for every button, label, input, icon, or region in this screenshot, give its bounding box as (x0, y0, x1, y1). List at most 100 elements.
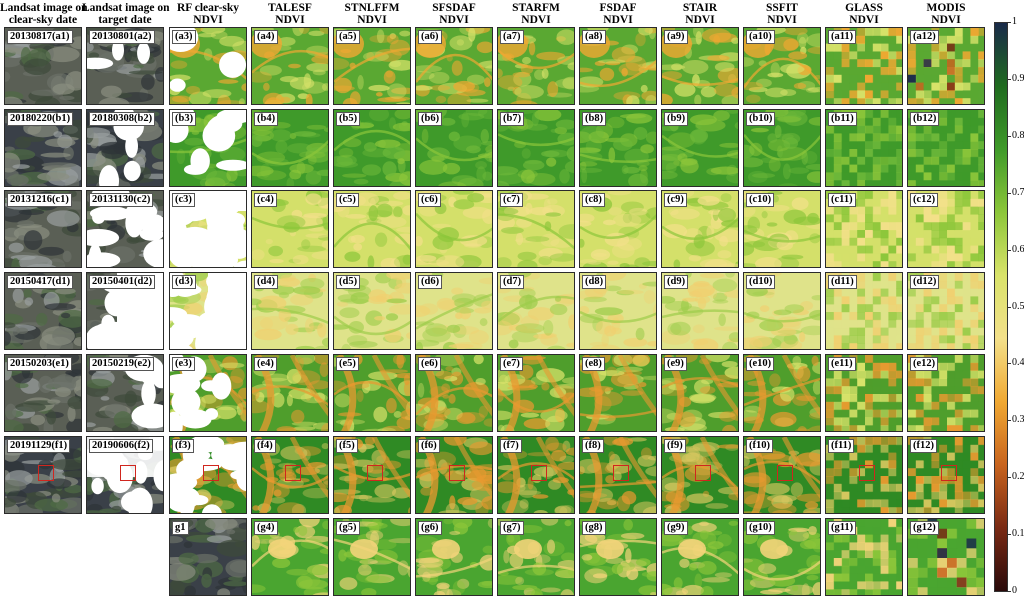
panel-label: (b10) (746, 112, 776, 126)
image-panel: (g11) (825, 518, 903, 596)
ndvi-colorbar (994, 22, 1008, 592)
panel-label: (a4) (254, 30, 278, 44)
panel-image (252, 519, 328, 595)
panel-image (416, 437, 492, 513)
panel-label: (d11) (828, 275, 857, 289)
region-of-interest-box (449, 465, 465, 481)
panel-label: (e12) (910, 357, 939, 371)
image-panel: (c9) (661, 190, 739, 268)
panel-label: (a5) (336, 30, 360, 44)
panel-label: (g10) (746, 521, 775, 535)
image-panel: 20180220(b1) (4, 109, 82, 187)
column-header-line2: NDVI (357, 14, 387, 26)
panel-image (826, 273, 902, 349)
panel-image (662, 191, 738, 267)
column-header: GLASS NDVI (821, 2, 907, 26)
panel-image (580, 437, 656, 513)
colorbar-tick-mark (1008, 477, 1011, 479)
region-of-interest-box (367, 465, 383, 481)
panel-label: (c4) (254, 193, 277, 207)
image-panel: (e6) (415, 354, 493, 432)
column-header: Landsat image on clear-sky date (0, 2, 88, 26)
image-panel: (f5) (333, 436, 411, 514)
column-header-line2: NDVI (439, 14, 469, 26)
panel-label: (d4) (254, 275, 279, 289)
panel-label: (f4) (254, 439, 276, 453)
panel-label: (e9) (664, 357, 687, 371)
panel-label: (b12) (910, 112, 940, 126)
panel-label: 20190606(f2) (89, 439, 153, 453)
image-panel: g1 (169, 518, 247, 596)
colorbar-tick-mark (1008, 306, 1011, 308)
image-panel: (c11) (825, 190, 903, 268)
image-panel: (g4) (251, 518, 329, 596)
column-header-line1: RF clear-sky (176, 2, 240, 14)
column-header-line1: TALESF (268, 2, 312, 14)
panel-image (170, 191, 246, 267)
panel-label: (g11) (828, 521, 857, 535)
column-header: STARFM NDVI (493, 2, 579, 26)
panel-image (416, 355, 492, 431)
colorbar-tick-label: 0.5 (1012, 300, 1024, 312)
colorbar-tick-label: 0.6 (1012, 243, 1024, 255)
image-panel: (c4) (251, 190, 329, 268)
column-header-line2: NDVI (521, 14, 551, 26)
panel-label: (b6) (418, 112, 443, 126)
panel-label: 20150203(e1) (7, 357, 72, 371)
panel-label: (e6) (418, 357, 441, 371)
image-panel: (g12) (907, 518, 985, 596)
image-panel: (e5) (333, 354, 411, 432)
image-panel: (a9) (661, 27, 739, 105)
panel-label: (d9) (664, 275, 689, 289)
region-of-interest-box (203, 465, 219, 481)
image-panel: (g6) (415, 518, 493, 596)
colorbar-tick-label: 0.2 (1012, 471, 1024, 483)
column-header: STAIR NDVI (657, 2, 743, 26)
column-header: MODIS NDVI (903, 2, 989, 26)
panel-label: (f5) (336, 439, 358, 453)
panel-label: (a6) (418, 30, 442, 44)
column-header-line1: STAIR (682, 2, 718, 14)
image-panel: (c7) (497, 190, 575, 268)
column-header-line1: GLASS (845, 2, 883, 14)
image-panel: 20150203(e1) (4, 354, 82, 432)
panel-label: (g6) (418, 521, 442, 535)
image-panel: (b8) (579, 109, 657, 187)
panel-image (826, 437, 902, 513)
panel-label: (f3) (172, 439, 194, 453)
panel-label: (d7) (500, 275, 525, 289)
panel-label: (e11) (828, 357, 856, 371)
image-panel: (b4) (251, 109, 329, 187)
image-panel: (c12) (907, 190, 985, 268)
panel-label: 20150417(d1) (7, 275, 74, 289)
image-panel: (c3) (169, 190, 247, 268)
panel-label: (a10) (746, 30, 775, 44)
image-panel: (a6) (415, 27, 493, 105)
colorbar-tick-label: 0.1 (1012, 528, 1024, 540)
region-of-interest-box (38, 465, 54, 481)
image-panel: 20131130(c2) (86, 190, 164, 268)
image-panel: (e8) (579, 354, 657, 432)
panel-image (826, 519, 902, 595)
column-header: SFSDAF NDVI (411, 2, 497, 26)
image-panel: 20180308(b2) (86, 109, 164, 187)
panel-label: (e5) (336, 357, 359, 371)
panel-label: 20130817(a1) (7, 30, 73, 44)
panel-label: (f6) (418, 439, 440, 453)
panel-image (334, 437, 410, 513)
image-panel: (e10) (743, 354, 821, 432)
panel-label: (a11) (828, 30, 857, 44)
column-header: STNLFFM NDVI (329, 2, 415, 26)
panel-label: 20130801(a2) (89, 30, 155, 44)
image-panel: (f11) (825, 436, 903, 514)
panel-label: (e4) (254, 357, 277, 371)
column-header-line2: clear-sky date (8, 14, 78, 26)
column-header: FSDAF NDVI (575, 2, 661, 26)
panel-label: (b7) (500, 112, 525, 126)
image-panel: (f10) (743, 436, 821, 514)
panel-image (252, 191, 328, 267)
image-panel: (d10) (743, 272, 821, 350)
panel-label: (g5) (336, 521, 360, 535)
image-panel: (d7) (497, 272, 575, 350)
image-panel: (f4) (251, 436, 329, 514)
